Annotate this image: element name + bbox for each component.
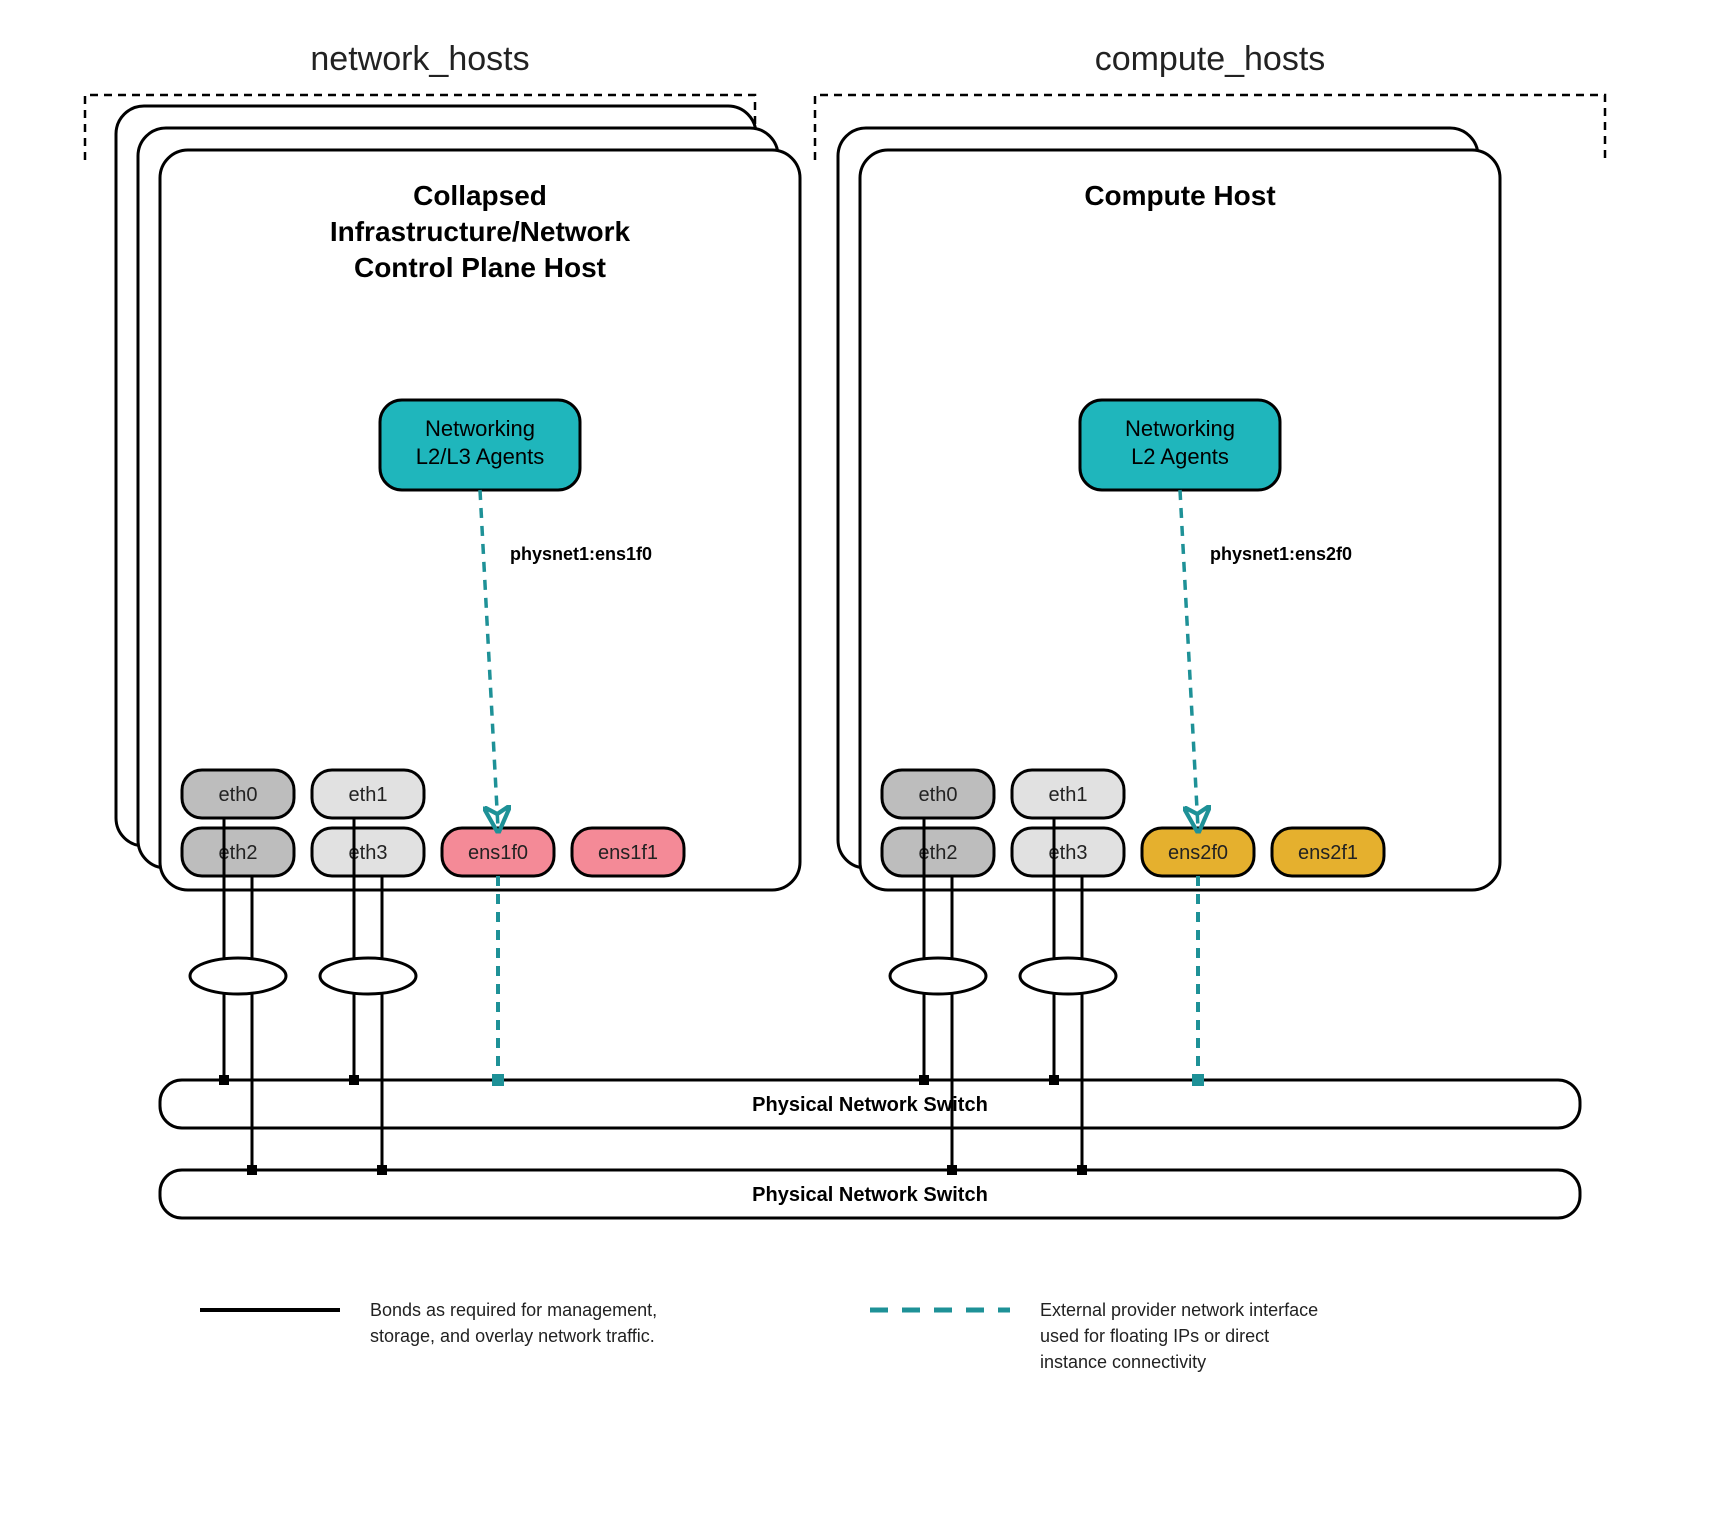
svg-text:ens2f1: ens2f1	[1298, 842, 1358, 864]
svg-text:physnet1:ens1f0: physnet1:ens1f0	[510, 544, 652, 564]
svg-text:Physical Network Switch: Physical Network Switch	[752, 1184, 988, 1206]
svg-text:eth0: eth0	[919, 784, 958, 806]
svg-text:ens1f0: ens1f0	[468, 842, 528, 864]
svg-text:eth1: eth1	[349, 784, 388, 806]
svg-text:L2 Agents: L2 Agents	[1131, 444, 1229, 469]
svg-text:physnet1:ens2f0: physnet1:ens2f0	[1210, 544, 1352, 564]
svg-text:Collapsed: Collapsed	[413, 180, 547, 211]
svg-text:network_hosts: network_hosts	[310, 40, 529, 78]
svg-text:Compute Host: Compute Host	[1084, 180, 1275, 211]
svg-text:eth1: eth1	[1049, 784, 1088, 806]
svg-text:Networking: Networking	[1125, 416, 1235, 441]
svg-text:used for floating IPs or direc: used for floating IPs or direct	[1040, 1326, 1269, 1346]
svg-text:Infrastructure/Network: Infrastructure/Network	[330, 216, 631, 247]
svg-text:eth0: eth0	[219, 784, 258, 806]
svg-text:External provider network inte: External provider network interface	[1040, 1300, 1318, 1320]
svg-text:Control Plane Host: Control Plane Host	[354, 252, 606, 283]
svg-text:L2/L3 Agents: L2/L3 Agents	[416, 444, 544, 469]
svg-text:instance connectivity: instance connectivity	[1040, 1352, 1206, 1372]
svg-text:storage, and overlay network t: storage, and overlay network traffic.	[370, 1326, 655, 1346]
svg-text:ens1f1: ens1f1	[598, 842, 658, 864]
svg-text:compute_hosts: compute_hosts	[1095, 40, 1326, 78]
svg-text:Bonds as required for manageme: Bonds as required for management,	[370, 1300, 657, 1320]
svg-text:ens2f0: ens2f0	[1168, 842, 1228, 864]
svg-text:Networking: Networking	[425, 416, 535, 441]
